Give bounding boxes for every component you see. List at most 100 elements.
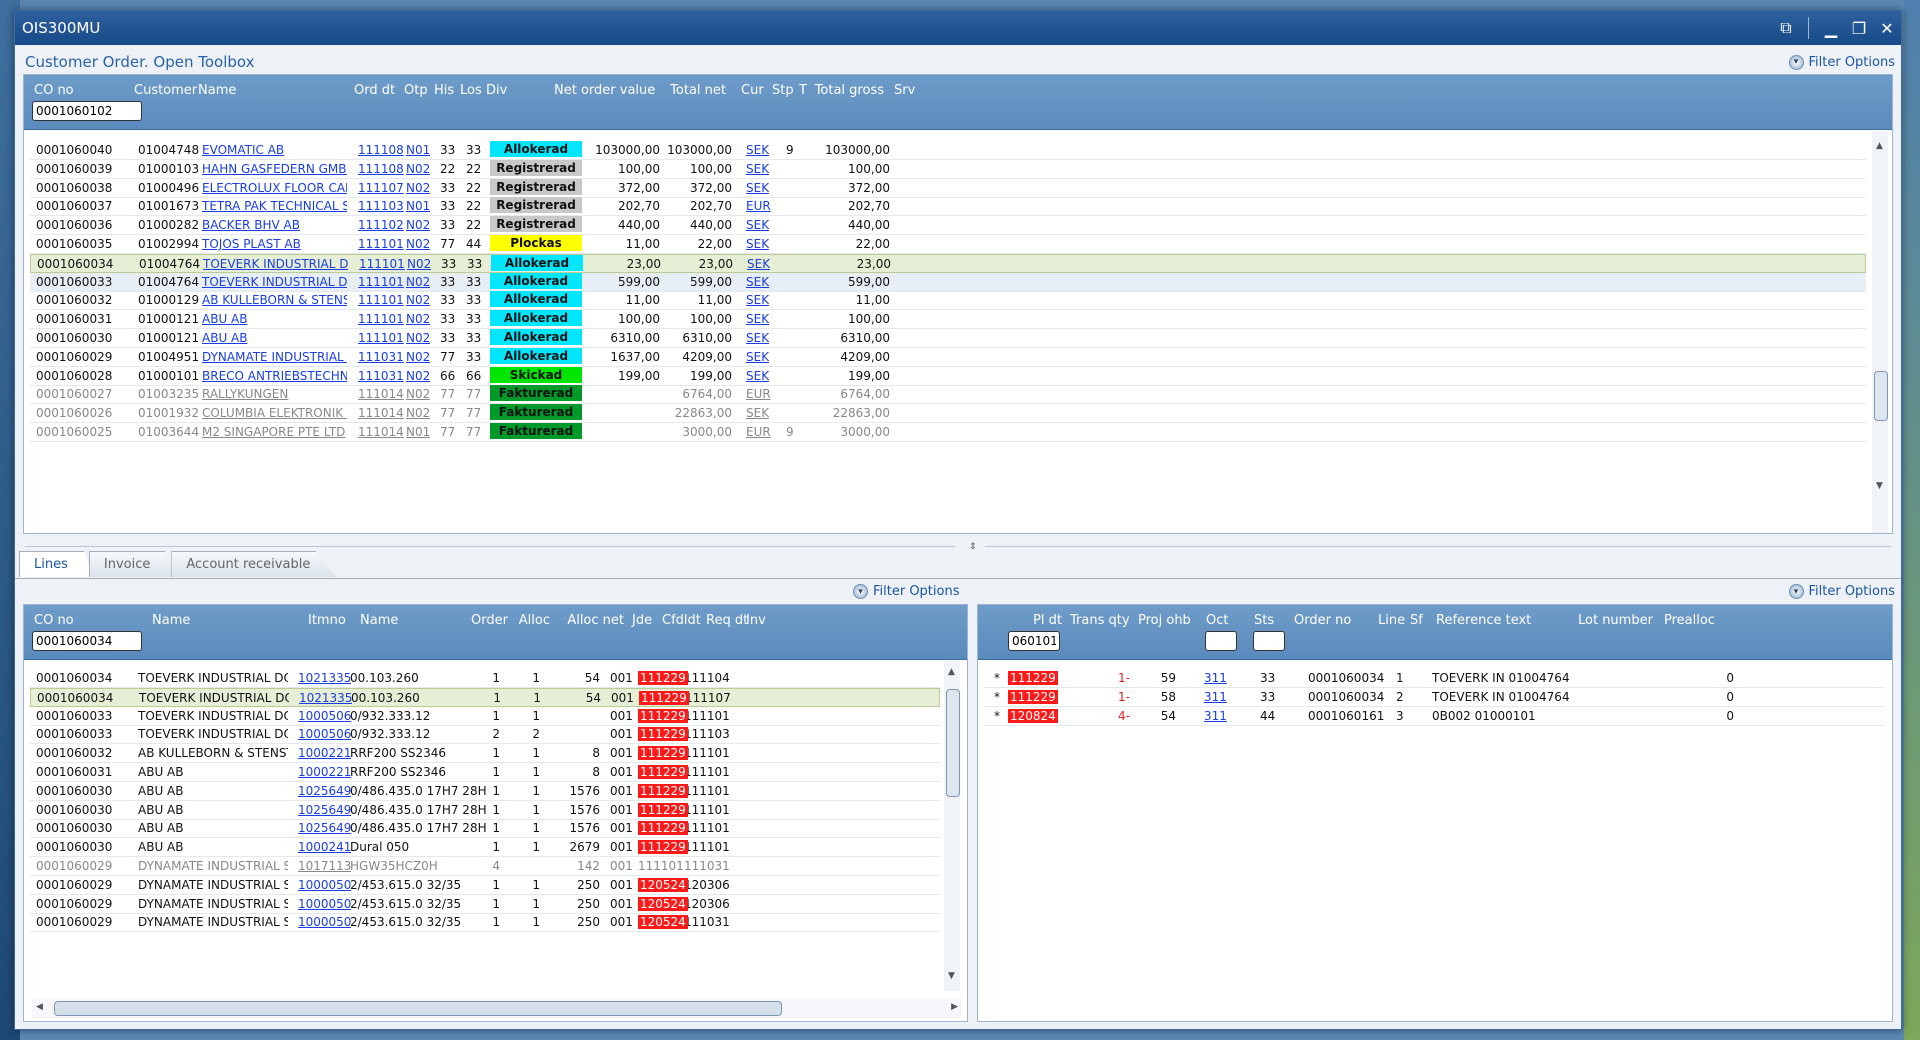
ord-dt-cell[interactable]: 111101 <box>358 293 404 308</box>
order-row[interactable]: 0001060028 01000101 BRECO ANTRIEBSTECHNIK 1… <box>30 366 1866 386</box>
column-header-co-no[interactable]: CO no <box>34 613 74 628</box>
cur-cell[interactable]: SEK <box>746 406 770 421</box>
column-header-proj-ohb[interactable]: Proj ohb <box>1138 613 1191 628</box>
ord-dt-cell[interactable]: 111031 <box>358 349 404 364</box>
order-row[interactable]: 0001060039 01000103 HAHN GASFEDERN GMBH 111… <box>30 159 1866 179</box>
column-header-order-no[interactable]: Order no <box>1294 613 1352 628</box>
co-no-filter-input[interactable] <box>32 101 142 121</box>
itmno-cell[interactable]: 1017113 <box>298 859 352 873</box>
otp-cell[interactable]: N02 <box>406 274 431 289</box>
column-header-inv[interactable]: Inv <box>746 613 766 628</box>
column-header-stp[interactable]: Stp <box>772 83 794 98</box>
pl-dt-filter-input[interactable] <box>1008 631 1060 651</box>
otp-cell[interactable]: N02 <box>406 312 431 327</box>
otp-cell[interactable]: N02 <box>406 406 431 421</box>
cur-cell[interactable]: SEK <box>746 218 770 233</box>
otp-cell[interactable]: N02 <box>406 218 431 233</box>
otp-cell[interactable]: N02 <box>406 161 431 176</box>
itmno-cell[interactable]: 1021335 <box>298 671 352 685</box>
otp-cell[interactable]: N02 <box>407 256 432 271</box>
ord-dt-cell[interactable]: 111101 <box>359 256 405 271</box>
lines-scroll-thumb[interactable] <box>946 689 960 797</box>
column-header-name[interactable]: Name <box>198 83 237 98</box>
otp-cell[interactable]: N02 <box>406 331 431 345</box>
name-cell[interactable]: BACKER BHV AB <box>202 218 300 233</box>
scroll-right-icon[interactable]: ▶ <box>951 1002 958 1012</box>
order-row[interactable]: 0001060027 01003235 RALLYKUNGEN 111014 N02 77… <box>30 385 1866 405</box>
name-cell[interactable]: DYNAMATE INDUSTRIAL SERV <box>202 349 347 364</box>
ord-dt-cell[interactable]: 111014 <box>358 387 404 402</box>
cur-cell[interactable]: SEK <box>746 331 770 345</box>
column-header-total-net[interactable]: Total net <box>670 83 726 98</box>
line-row[interactable]: 0001060030 ABU AB 1025649 0/486.435.0 17H7 … <box>30 782 940 801</box>
itmno-cell[interactable]: 1000221 <box>298 746 352 761</box>
name-cell[interactable]: M2 SINGAPORE PTE LTD <box>202 425 346 439</box>
column-header-jde[interactable]: Jde <box>632 613 653 628</box>
name-cell[interactable]: AB KULLEBORN & STENSTRÖM <box>202 293 347 308</box>
scroll-up-icon[interactable]: ▲ <box>948 667 955 677</box>
cur-cell[interactable]: SEK <box>746 180 770 195</box>
ord-dt-cell[interactable]: 111103 <box>358 199 404 214</box>
column-header-his[interactable]: His <box>434 83 455 98</box>
lines-filter-options-button[interactable]: ▾ Filter Options <box>853 584 960 599</box>
column-header-ord-dt[interactable]: Ord dt <box>354 83 396 98</box>
ord-dt-cell[interactable]: 111014 <box>358 425 404 439</box>
line-row[interactable]: 0001060029 DYNAMATE INDUSTRIAL SERVI 10000… <box>30 895 940 914</box>
column-header-los[interactable]: Los <box>460 83 482 98</box>
ord-dt-cell[interactable]: 111102 <box>358 218 404 233</box>
scroll-down-icon[interactable]: ▼ <box>948 971 955 981</box>
allocation-row[interactable]: * 4- 54 311 44 0001060161 3 0B002 01000101 0 1208… <box>984 707 1884 726</box>
allocation-row[interactable]: * 1- 59 311 33 0001060034 1 TOEVERK IN 01004764… <box>984 669 1884 688</box>
orders-scrollbar[interactable]: ▲ ▼ <box>1872 131 1888 533</box>
otp-cell[interactable]: N02 <box>406 387 431 402</box>
line-row[interactable]: 0001060034 TOEVERK INDUSTRIAL DOORS 102133… <box>30 669 940 688</box>
splitter-grip-icon[interactable]: ⇕ <box>969 542 977 552</box>
order-row[interactable]: 0001060030 01000121 ABU AB 111101 N02 33 33 631… <box>30 329 1866 348</box>
column-header-pl-dt[interactable]: Pl dt <box>1033 613 1062 628</box>
column-header-cur[interactable]: Cur <box>741 83 764 98</box>
itmno-cell[interactable]: 1000506 <box>298 727 352 742</box>
oct-cell[interactable]: 311 <box>1204 671 1227 685</box>
otp-cell[interactable]: N02 <box>406 368 431 383</box>
name-cell[interactable]: ABU AB <box>202 312 248 327</box>
otp-cell[interactable]: N01 <box>406 199 431 214</box>
cur-cell[interactable]: SEK <box>746 293 770 308</box>
column-header-customer[interactable]: Customer <box>134 83 198 98</box>
oct-cell[interactable]: 311 <box>1204 689 1227 704</box>
column-header-trans-qty[interactable]: Trans qty <box>1070 613 1130 628</box>
line-row[interactable]: 0001060030 ABU AB 1025649 0/486.435.0 17H7 … <box>30 819 940 839</box>
oct-filter-input[interactable] <box>1205 631 1237 651</box>
cur-cell[interactable]: SEK <box>746 349 770 364</box>
itmno-cell[interactable]: 1025649 <box>298 783 352 798</box>
ord-dt-cell[interactable]: 111108 <box>358 143 404 157</box>
minimize-icon[interactable]: ▁ <box>1824 18 1838 38</box>
column-header-lot-number[interactable]: Lot number <box>1578 613 1653 628</box>
column-header-otp[interactable]: Otp <box>404 83 428 98</box>
ord-dt-cell[interactable]: 111107 <box>358 180 404 195</box>
lines-hscroll-thumb[interactable] <box>54 1001 782 1016</box>
name-cell[interactable]: RALLYKUNGEN <box>202 387 289 402</box>
column-header-net-order-value[interactable]: Net order value <box>554 83 656 98</box>
ord-dt-cell[interactable]: 111101 <box>358 274 404 289</box>
column-header-div[interactable]: Div <box>486 83 508 98</box>
itmno-cell[interactable]: 1000050 <box>298 877 352 892</box>
cur-cell[interactable]: SEK <box>746 237 770 251</box>
line-row[interactable]: 0001060031 ABU AB 1000221 RRF200 SS2346 1 1 8 0… <box>30 763 940 782</box>
cur-cell[interactable]: EUR <box>746 199 771 214</box>
name-cell[interactable]: TOEVERK INDUSTRIAL DOORS <box>202 274 347 289</box>
allocation-row[interactable]: * 1- 58 311 33 0001060034 2 TOEVERK IN 01004764… <box>984 688 1884 707</box>
order-row[interactable]: 0001060025 01003644 M2 SINGAPORE PTE LTD 11… <box>30 423 1866 442</box>
cur-cell[interactable]: EUR <box>746 387 771 402</box>
cur-cell[interactable]: SEK <box>746 312 770 327</box>
cur-cell[interactable]: SEK <box>746 143 770 157</box>
line-row[interactable]: 0001060029 DYNAMATE INDUSTRIAL SERVI 10000… <box>30 913 940 933</box>
lines-scrollbar[interactable]: ▲ ▼ <box>944 661 960 991</box>
name-cell[interactable]: ABU AB <box>202 331 248 345</box>
sts-filter-input[interactable] <box>1253 631 1285 651</box>
oct-cell[interactable]: 311 <box>1204 708 1227 723</box>
